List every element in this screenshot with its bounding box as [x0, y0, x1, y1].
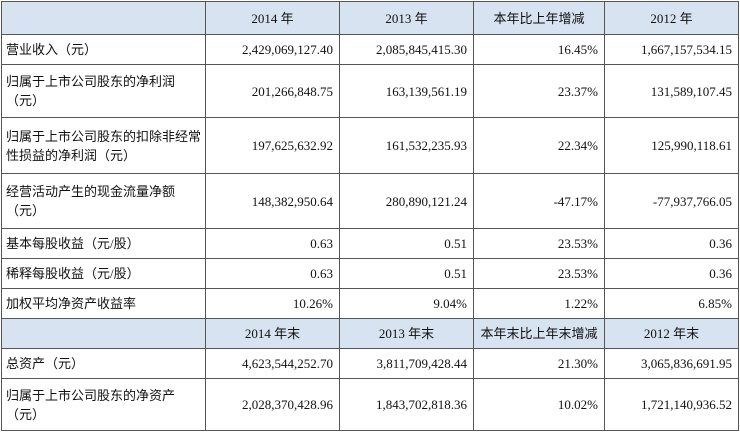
cell-2014: 10.26%: [205, 288, 340, 319]
row-label: 归属于上市公司股东的净利润（元）: [1, 64, 206, 118]
row-label: 经营活动产生的现金流量净额（元）: [1, 173, 206, 229]
header-corner-cell: [1, 318, 206, 349]
cell-2012: 125,990,118.61: [604, 117, 739, 174]
table-row-net-assets: 归属于上市公司股东的净资产（元） 2,028,370,428.96 1,843,…: [1, 378, 739, 431]
cell-2013: 163,139,561.19: [339, 64, 474, 118]
cell-2012: 0.36: [604, 258, 739, 289]
header-row-annual: 2014 年 2013 年 本年比上年增减 2012 年: [1, 1, 739, 35]
cell-2013-end: 1,843,702,818.36: [339, 378, 474, 431]
cell-2013: 9.04%: [339, 288, 474, 319]
cell-2013: 2,085,845,415.30: [339, 34, 474, 65]
cell-2012: 1,667,157,534.15: [604, 34, 739, 65]
cell-2014-end: 4,623,544,252.70: [205, 348, 340, 379]
cell-2012-end: 1,721,140,936.52: [604, 378, 739, 431]
cell-change: 16.45%: [473, 34, 605, 65]
header-2013-end: 2013 年末: [339, 318, 474, 349]
cell-2014: 148,382,950.64: [205, 173, 340, 229]
cell-2013: 0.51: [339, 228, 474, 259]
row-label: 稀释每股收益（元/股）: [1, 258, 206, 289]
table-row-operating-cash-flow: 经营活动产生的现金流量净额（元） 148,382,950.64 280,890,…: [1, 173, 739, 229]
header-corner-cell: [1, 1, 206, 35]
header-2014-end: 2014 年末: [205, 318, 340, 349]
table-row-total-assets: 总资产（元） 4,623,544,252.70 3,811,709,428.44…: [1, 348, 739, 379]
financial-summary-table: 2014 年 2013 年 本年比上年增减 2012 年 营业收入（元） 2,4…: [1, 1, 739, 431]
cell-2014-end: 2,028,370,428.96: [205, 378, 340, 431]
cell-2013-end: 3,811,709,428.44: [339, 348, 474, 379]
cell-2012: 131,589,107.45: [604, 64, 739, 118]
header-2014: 2014 年: [205, 1, 340, 35]
cell-2013: 0.51: [339, 258, 474, 289]
row-label: 归属于上市公司股东的净资产（元）: [1, 378, 206, 431]
cell-change: 23.53%: [473, 258, 605, 289]
table-row-revenue: 营业收入（元） 2,429,069,127.40 2,085,845,415.3…: [1, 34, 739, 65]
header-2013: 2013 年: [339, 1, 474, 35]
cell-2012: 6.85%: [604, 288, 739, 319]
cell-2012: 0.36: [604, 228, 739, 259]
row-label: 基本每股收益（元/股）: [1, 228, 206, 259]
cell-change: 1.22%: [473, 288, 605, 319]
row-label: 总资产（元）: [1, 348, 206, 379]
cell-change: 23.37%: [473, 64, 605, 118]
cell-2014: 0.63: [205, 258, 340, 289]
cell-2012: -77,937,766.05: [604, 173, 739, 229]
header-yoy-change: 本年比上年增减: [473, 1, 605, 35]
table-row-diluted-eps: 稀释每股收益（元/股） 0.63 0.51 23.53% 0.36: [1, 258, 739, 289]
cell-change: 10.02%: [473, 378, 605, 431]
cell-change: 21.30%: [473, 348, 605, 379]
header-row-year-end: 2014 年末 2013 年末 本年末比上年末增减 2012 年末: [1, 318, 739, 349]
table-row-net-profit-deducted: 归属于上市公司股东的扣除非经常性损益的净利润（元） 197,625,632.92…: [1, 117, 739, 174]
cell-2013: 280,890,121.24: [339, 173, 474, 229]
cell-change: 23.53%: [473, 228, 605, 259]
cell-2014: 0.63: [205, 228, 340, 259]
table-row-basic-eps: 基本每股收益（元/股） 0.63 0.51 23.53% 0.36: [1, 228, 739, 259]
header-year-end-change: 本年末比上年末增减: [473, 318, 605, 349]
table-row-net-profit: 归属于上市公司股东的净利润（元） 201,266,848.75 163,139,…: [1, 64, 739, 118]
table-row-weighted-roe: 加权平均净资产收益率 10.26% 9.04% 1.22% 6.85%: [1, 288, 739, 319]
row-label: 归属于上市公司股东的扣除非经常性损益的净利润（元）: [1, 117, 206, 174]
cell-2012-end: 3,065,836,691.95: [604, 348, 739, 379]
header-2012: 2012 年: [604, 1, 739, 35]
row-label: 加权平均净资产收益率: [1, 288, 206, 319]
row-label: 营业收入（元）: [1, 34, 206, 65]
cell-2014: 2,429,069,127.40: [205, 34, 340, 65]
header-2012-end: 2012 年末: [604, 318, 739, 349]
cell-change: -47.17%: [473, 173, 605, 229]
cell-2014: 197,625,632.92: [205, 117, 340, 174]
cell-change: 22.34%: [473, 117, 605, 174]
cell-2014: 201,266,848.75: [205, 64, 340, 118]
cell-2013: 161,532,235.93: [339, 117, 474, 174]
